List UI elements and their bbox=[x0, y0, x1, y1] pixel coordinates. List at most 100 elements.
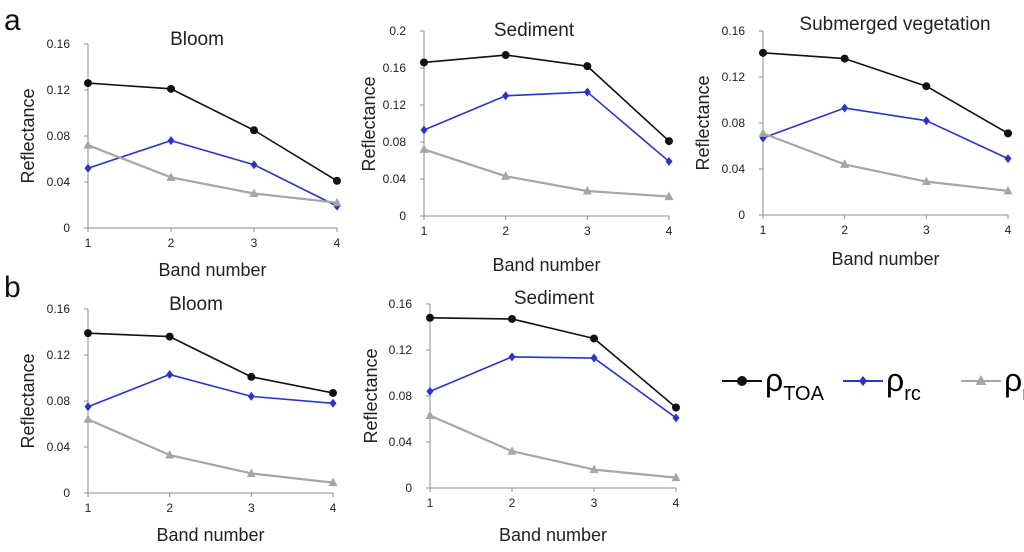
y-tick-label: 0.04 bbox=[389, 435, 413, 449]
x-axis-label: Band number bbox=[492, 255, 600, 275]
x-tick-label: 2 bbox=[168, 236, 175, 250]
series-line-circle bbox=[87, 82, 338, 182]
data-point-circle bbox=[922, 82, 931, 91]
data-point-circle bbox=[759, 48, 767, 57]
x-tick-label: 1 bbox=[85, 236, 92, 250]
data-point-circle bbox=[165, 332, 174, 341]
data-point-triangle bbox=[249, 188, 259, 197]
data-point-circle bbox=[84, 79, 92, 88]
data-point-diamond bbox=[166, 370, 174, 380]
data-point-triangle bbox=[83, 140, 93, 149]
x-tick-label: 2 bbox=[841, 223, 848, 237]
series-line-diamond bbox=[423, 91, 670, 163]
x-tick-label: 2 bbox=[166, 501, 173, 515]
x-axis-label: Band number bbox=[831, 249, 939, 269]
series-line-diamond bbox=[87, 139, 338, 207]
data-point-triangle bbox=[328, 477, 338, 487]
y-tick-label: 0.08 bbox=[389, 389, 413, 403]
y-tick-label: 0 bbox=[738, 208, 745, 222]
x-tick-label: 3 bbox=[584, 224, 591, 238]
data-point-triangle bbox=[166, 172, 176, 181]
legend-label: ρrc bbox=[886, 362, 921, 405]
series-line-circle bbox=[423, 54, 670, 142]
data-point-diamond bbox=[672, 413, 680, 423]
y-tick-label: 0.08 bbox=[722, 116, 746, 130]
data-point-diamond bbox=[665, 156, 673, 166]
data-point-circle bbox=[1004, 129, 1012, 138]
y-tick-label: 0.16 bbox=[389, 297, 413, 311]
y-axis-label: Reflectance bbox=[359, 76, 379, 171]
y-tick-label: 0.04 bbox=[722, 162, 746, 176]
series-line-diamond bbox=[429, 356, 677, 419]
data-point-circle bbox=[420, 58, 428, 67]
data-point-diamond bbox=[590, 353, 598, 363]
data-point-triangle bbox=[501, 171, 511, 180]
y-tick-label: 0.08 bbox=[47, 129, 71, 143]
data-point-diamond bbox=[167, 136, 175, 146]
series-line-triangle bbox=[87, 144, 338, 204]
data-point-triangle bbox=[589, 464, 599, 474]
y-tick-label: 0 bbox=[63, 221, 70, 235]
data-point-triangle bbox=[1003, 185, 1013, 195]
data-point-diamond bbox=[329, 398, 337, 408]
series-line-triangle bbox=[762, 132, 1009, 192]
legend-marker-circle bbox=[737, 376, 747, 386]
data-point-triangle bbox=[758, 128, 768, 137]
data-point-triangle bbox=[425, 410, 435, 420]
y-tick-label: 0.12 bbox=[47, 348, 71, 362]
series-line-diamond bbox=[87, 373, 334, 408]
x-tick-label: 4 bbox=[334, 236, 341, 250]
data-point-triangle bbox=[332, 197, 342, 207]
data-point-diamond bbox=[508, 352, 516, 362]
y-tick-label: 0.2 bbox=[389, 24, 406, 38]
x-tick-label: 3 bbox=[251, 236, 258, 250]
data-point-triangle bbox=[419, 144, 429, 153]
y-tick-label: 0 bbox=[63, 486, 70, 500]
data-point-diamond bbox=[420, 125, 428, 135]
data-point-triangle bbox=[671, 472, 681, 482]
charts-group: 0 0.04 0.08 0.12 0.16 1 2 3 4 Bloom Band number Ref… bbox=[18, 14, 1013, 545]
series-line-circle bbox=[429, 317, 677, 409]
data-point-circle bbox=[508, 314, 516, 323]
data-point-circle bbox=[672, 403, 680, 412]
data-point-diamond bbox=[250, 160, 258, 170]
y-tick-label: 0.12 bbox=[47, 83, 71, 97]
chart-1: 0 0.04 0.08 0.12 0.16 1 2 3 4 Bloom Band number Ref… bbox=[18, 29, 342, 280]
legend: ρTOA ρrc ρr bbox=[722, 362, 1024, 405]
data-point-triangle bbox=[246, 468, 256, 477]
data-point-triangle bbox=[507, 446, 517, 455]
data-point-diamond bbox=[247, 391, 255, 401]
y-tick-label: 0 bbox=[399, 209, 406, 223]
data-point-circle bbox=[501, 51, 510, 60]
y-tick-label: 0.08 bbox=[383, 135, 407, 149]
chart-3: 0 0.04 0.08 0.12 0.16 1 2 3 4 Submerged vegetatio… bbox=[693, 14, 1013, 269]
data-point-circle bbox=[840, 54, 849, 63]
data-point-circle bbox=[665, 137, 673, 146]
panel-label-b: b bbox=[4, 271, 21, 304]
data-point-triangle bbox=[83, 414, 93, 423]
x-tick-label: 4 bbox=[1005, 223, 1012, 237]
data-point-circle bbox=[250, 126, 258, 135]
legend-label: ρr bbox=[1004, 362, 1024, 405]
data-point-diamond bbox=[84, 163, 92, 173]
y-tick-label: 0.16 bbox=[47, 302, 71, 316]
x-tick-label: 1 bbox=[760, 223, 767, 237]
x-tick-label: 4 bbox=[673, 496, 680, 510]
y-axis-label: Reflectance bbox=[361, 348, 381, 443]
y-tick-label: 0.04 bbox=[47, 440, 71, 454]
chart-4: 0 0.04 0.08 0.12 0.16 1 2 3 4 Bloom Band number Ref… bbox=[18, 294, 338, 545]
legend-marker-triangle bbox=[975, 375, 987, 385]
legend-label: ρTOA bbox=[765, 362, 825, 405]
y-axis-label: Reflectance bbox=[693, 75, 713, 170]
y-tick-label: 0.16 bbox=[722, 24, 746, 38]
y-tick-label: 0.04 bbox=[383, 172, 407, 186]
chart-title: Submerged vegetation bbox=[799, 14, 990, 35]
series-line-circle bbox=[762, 52, 1009, 135]
x-axis-label: Band number bbox=[499, 525, 607, 545]
chart-title: Bloom bbox=[169, 294, 223, 315]
series-line-triangle bbox=[429, 414, 677, 479]
y-tick-label: 0.12 bbox=[383, 98, 407, 112]
data-point-diamond bbox=[1004, 154, 1012, 164]
x-tick-label: 2 bbox=[509, 496, 516, 510]
